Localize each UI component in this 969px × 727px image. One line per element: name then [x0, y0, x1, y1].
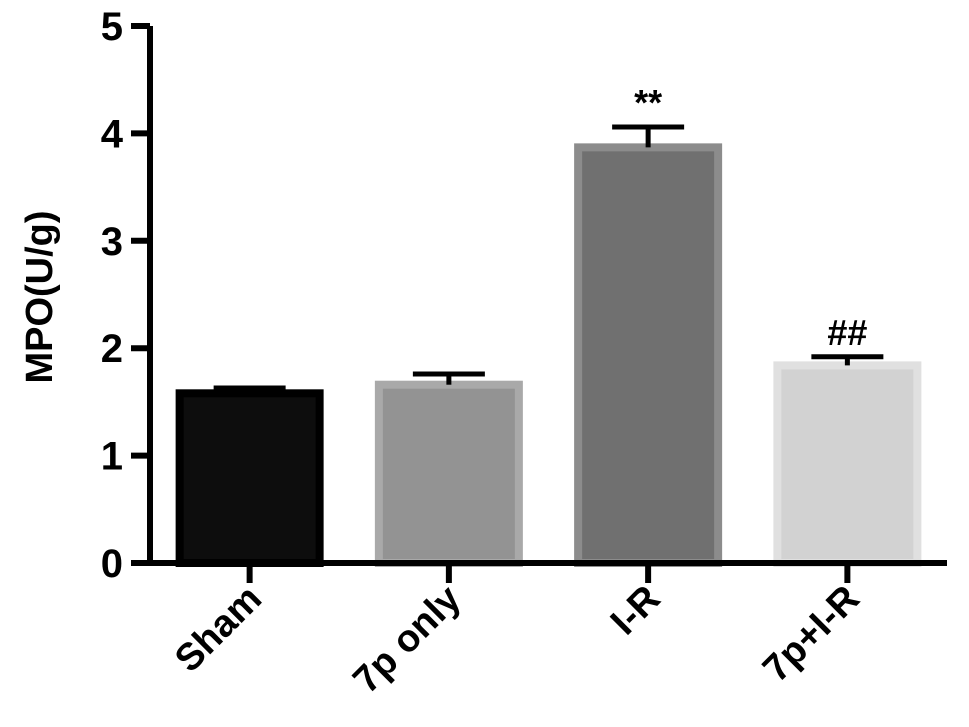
y-tick-label: 0	[101, 542, 123, 586]
x-ticks-layer: Sham 7p only I-R 7p+I-R	[167, 563, 868, 701]
y-tick-label: 1	[101, 435, 123, 479]
x-tick-label: Sham	[167, 578, 270, 681]
error-bars-layer	[213, 124, 884, 394]
bar	[773, 361, 922, 567]
x-tick-label: 7p only	[345, 578, 469, 702]
bar	[175, 389, 324, 568]
significance-label: **	[634, 82, 662, 123]
y-ticks-layer: 0 1 2 3 4 5	[101, 5, 150, 586]
significance-label: ##	[827, 312, 867, 353]
y-tick-label: 2	[101, 327, 123, 371]
y-tick-label: 3	[101, 220, 123, 264]
annotations-layer: ** ##	[634, 82, 867, 353]
axes-layer	[147, 26, 947, 566]
bars-layer	[175, 143, 922, 568]
x-tick-label: 7p+I-R	[755, 578, 868, 691]
x-tick-label: I-R	[603, 578, 669, 644]
y-tick-label: 4	[101, 112, 124, 156]
bar	[574, 143, 723, 567]
y-axis-label: MPO(U/g)	[19, 210, 61, 383]
y-tick-label: 5	[101, 5, 123, 49]
bar	[374, 380, 523, 567]
